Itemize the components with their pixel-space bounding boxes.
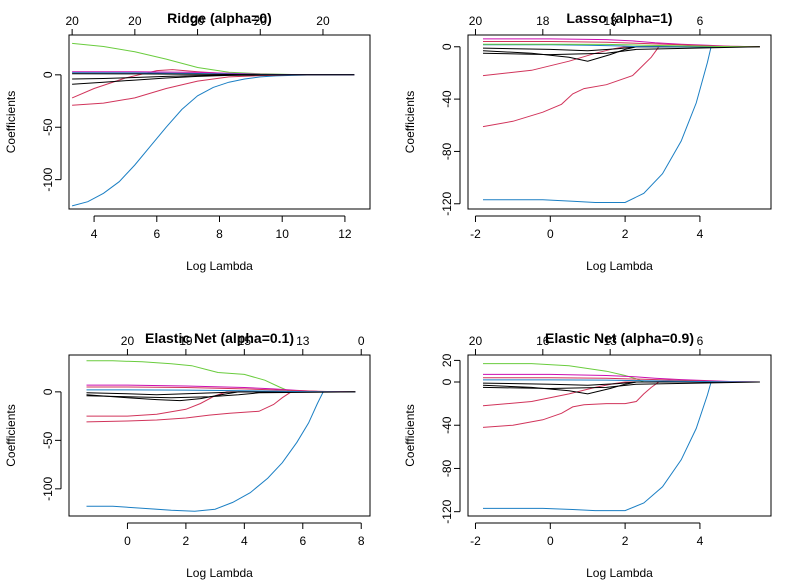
top-tick-label: 15	[238, 334, 252, 348]
y-tick-label: 20	[440, 353, 454, 367]
y-axis-title: Coefficients	[403, 91, 417, 153]
x-tick-label: 8	[216, 227, 223, 241]
coef-path-1	[71, 74, 355, 207]
x-tick-label: 6	[153, 227, 160, 241]
coef-path-1	[483, 46, 760, 203]
coef-path-9	[483, 43, 760, 48]
top-tick-label: 13	[603, 334, 617, 348]
y-tick-label: -50	[41, 431, 55, 449]
x-tick-label: -2	[470, 227, 481, 241]
top-tick-label: 13	[603, 14, 617, 28]
x-tick-label: 10	[276, 227, 290, 241]
coef-path-9	[72, 73, 355, 76]
x-tick-label: 2	[183, 534, 190, 548]
coef-path-2	[72, 42, 355, 76]
coef-path-10	[86, 391, 356, 399]
x-axis-title: Log Lambda	[186, 566, 253, 580]
top-tick-label: 20	[316, 14, 330, 28]
x-tick-label: 4	[697, 534, 704, 548]
y-tick-label: -120	[440, 499, 454, 523]
y-tick-label: 0	[440, 378, 454, 385]
x-tick-label: 12	[338, 227, 352, 241]
x-tick-label: 4	[91, 227, 98, 241]
y-axis-title: Coefficients	[403, 404, 417, 466]
coef-path-2	[482, 46, 760, 128]
panel-title: Lasso (alpha=1)	[566, 10, 672, 26]
x-tick-label: 4	[697, 227, 704, 241]
plot-frame	[68, 354, 371, 517]
panel-3: 0 2 4 6 8 0 -50 -100 20 19 15 13 0 Elastic Net (alpha…	[4, 330, 371, 580]
coef-path-6	[482, 381, 760, 386]
top-tick-label: 20	[128, 14, 142, 28]
y-tick-label: -50	[41, 118, 55, 136]
series-group	[482, 363, 760, 512]
coef-path-9	[86, 389, 356, 393]
y-tick-label: -80	[440, 459, 454, 477]
x-axis-title: Log Lambda	[586, 566, 653, 580]
y-axis-title: Coefficients	[4, 91, 18, 153]
x-tick-label: 4	[241, 534, 248, 548]
y-tick-label: 0	[41, 71, 55, 78]
top-tick-label: 20	[254, 14, 268, 28]
top-tick-label: 20	[469, 14, 483, 28]
x-axis-title: Log Lambda	[586, 259, 653, 273]
coef-path-6	[86, 391, 356, 396]
x-tick-label: 0	[547, 227, 554, 241]
top-tick-label: 6	[697, 14, 704, 28]
coef-path-4	[483, 363, 760, 383]
y-tick-label: -80	[440, 142, 454, 160]
top-tick-label: 13	[296, 334, 310, 348]
x-axis-title: Log Lambda	[186, 259, 253, 273]
panel-2: -2 0 2 4 0 -40 -80 -120 20 18 13 6 Lasso (alpha=1) Lo…	[403, 10, 772, 273]
series-group	[482, 38, 760, 203]
y-tick-label: -100	[41, 167, 55, 191]
x-tick-label: 2	[622, 534, 629, 548]
top-tick-label: 20	[121, 334, 135, 348]
coef-path-2	[86, 360, 356, 393]
top-tick-label: 20	[191, 14, 205, 28]
top-tick-label: 6	[697, 334, 704, 348]
coef-path-5	[72, 74, 355, 85]
coef-path-10	[482, 381, 760, 390]
series-group	[71, 42, 355, 207]
y-tick-label: -40	[440, 416, 454, 434]
y-tick-label: -100	[41, 477, 55, 501]
top-tick-label: 0	[358, 334, 365, 348]
x-tick-label: 6	[299, 534, 306, 548]
coef-path-3	[86, 391, 356, 423]
y-axis-title: Coefficients	[4, 404, 18, 466]
x-tick-label: 8	[358, 534, 365, 548]
coef-path-2	[482, 381, 760, 428]
x-tick-label: 0	[124, 534, 131, 548]
coef-path-6	[483, 44, 760, 48]
plot-frame	[68, 34, 371, 210]
y-tick-label: -40	[440, 90, 454, 108]
y-tick-label: 0	[41, 388, 55, 395]
x-tick-label: 2	[622, 227, 629, 241]
series-group	[86, 360, 356, 512]
y-tick-label: 0	[440, 43, 454, 50]
panel-title: Ridge (alpha=0)	[167, 10, 272, 26]
coef-path-1	[483, 381, 760, 512]
top-tick-label: 20	[469, 334, 483, 348]
x-tick-label: 0	[547, 534, 554, 548]
coef-path-9	[483, 379, 760, 383]
top-tick-label: 19	[179, 334, 193, 348]
panel-title: Elastic Net (alpha=0.9)	[545, 330, 694, 346]
x-tick-label: -2	[470, 534, 481, 548]
top-tick-label: 18	[536, 14, 550, 28]
coef-path-1	[86, 391, 356, 512]
plot-frame	[467, 354, 772, 517]
coef-path-3	[72, 74, 355, 106]
panel-title: Elastic Net (alpha=0.1)	[145, 330, 294, 346]
plot-frame	[467, 34, 772, 210]
y-tick-label: -120	[440, 191, 454, 215]
top-tick-label: 20	[65, 14, 79, 28]
coef-path-10	[482, 46, 760, 56]
top-tick-label: 16	[536, 334, 550, 348]
